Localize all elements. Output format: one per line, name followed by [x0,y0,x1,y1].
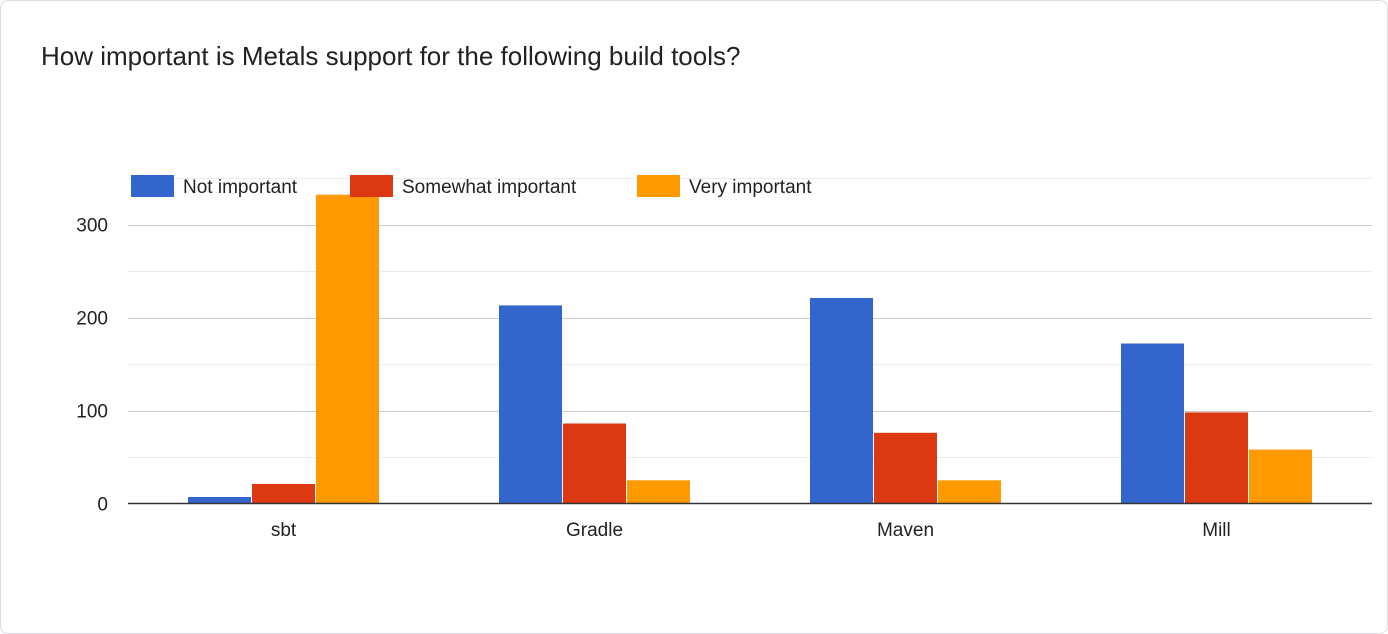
bars [188,194,1312,504]
question-title: How important is Metals support for the … [41,41,741,71]
legend-label: Somewhat important [402,177,577,198]
bar-gradle-very-important[interactable] [627,480,690,504]
x-category-label: Maven [877,520,934,541]
x-category-label: sbt [271,520,297,541]
x-axis-categories: sbt Gradle Maven Mill [271,520,1231,541]
bar-sbt-somewhat-important[interactable] [252,484,315,504]
legend-label: Not important [183,177,298,198]
legend-item-very-important[interactable]: Very important [637,175,812,198]
legend-swatch [637,175,680,197]
legend: Not important Somewhat important Very impo… [131,175,812,198]
y-tick-label: 300 [76,216,108,237]
legend-swatch [350,175,393,197]
y-tick-label: 0 [97,495,108,516]
bar-maven-very-important[interactable] [938,480,1001,504]
x-category-label: Gradle [566,520,623,541]
bar-maven-somewhat-important[interactable] [874,432,937,504]
bar-sbt-very-important[interactable] [316,194,379,504]
legend-swatch [131,175,174,197]
legend-label: Very important [689,177,812,198]
legend-item-not-important[interactable]: Not important [131,175,298,198]
bar-gradle-somewhat-important[interactable] [563,423,626,504]
y-axis-ticks: 0 100 200 300 [76,216,108,516]
bar-sbt-not-important[interactable] [188,497,251,504]
bar-mill-somewhat-important[interactable] [1185,412,1248,504]
bar-mill-very-important[interactable] [1249,449,1312,504]
legend-item-somewhat-important[interactable]: Somewhat important [350,175,577,198]
bar-mill-not-important[interactable] [1121,343,1184,504]
y-tick-label: 100 [76,402,108,423]
bar-maven-not-important[interactable] [810,298,873,504]
y-tick-label: 200 [76,309,108,330]
x-category-label: Mill [1202,520,1231,541]
bar-gradle-not-important[interactable] [499,305,562,504]
